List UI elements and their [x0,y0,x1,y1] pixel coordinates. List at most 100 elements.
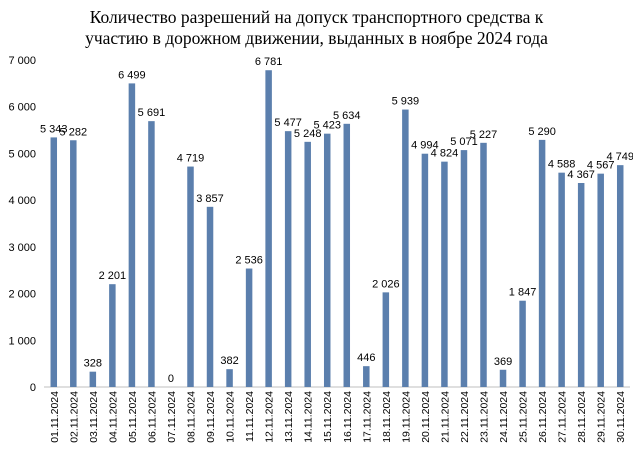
x-tick-label: 02.11.2024 [68,391,80,443]
x-tick-label: 22.11.2024 [459,391,471,443]
data-label: 5 477 [274,117,302,129]
bar [89,371,97,387]
x-tick-label: 01.11.2024 [49,391,61,443]
x-tick-label: 20.11.2024 [420,391,432,443]
data-label: 5 227 [470,129,498,141]
y-tick-label: 1 000 [8,335,36,347]
data-label: 2 026 [372,278,400,290]
bar [597,173,604,387]
data-label: 4 588 [548,159,576,171]
bar [577,183,585,387]
bar [304,141,311,387]
bar [558,172,565,387]
bar [538,139,546,387]
data-label: 5 423 [313,120,341,132]
bar [245,268,253,387]
data-label: 5 343 [40,123,68,135]
y-tick-label: 2 000 [8,289,36,301]
data-label: 5 939 [392,96,420,108]
bar [519,300,526,387]
x-tick-label: 09.11.2024 [205,391,217,443]
bar [226,369,233,387]
bar [323,133,331,387]
bar [480,142,487,387]
bar [402,109,409,387]
x-tick-label: 24.11.2024 [498,391,510,443]
x-tick-label: 17.11.2024 [361,391,373,443]
data-label: 3 857 [196,193,224,205]
x-tick-label: 12.11.2024 [264,391,276,443]
y-tick-label: 6 000 [8,102,36,114]
y-tick-label: 5 000 [8,148,36,160]
chart-title: Количество разрешений на допуск транспор… [0,7,633,49]
data-label: 2 201 [99,270,127,282]
bar [460,150,468,387]
y-tick-label: 3 000 [8,242,36,254]
bar [363,366,370,387]
bar [441,161,448,387]
x-tick-label: 28.11.2024 [576,391,588,443]
chart-title-line-2: участию в дорожном движении, выданных в … [85,28,548,48]
data-label: 2 536 [235,255,263,267]
data-label: 1 847 [509,287,537,299]
data-label: 4 749 [606,151,633,163]
data-label: 5 071 [450,136,478,148]
x-tick-label: 29.11.2024 [596,391,608,443]
bar [616,165,624,387]
data-label: 5 282 [60,126,88,138]
x-tick-label: 23.11.2024 [479,391,491,443]
x-tick-label: 16.11.2024 [342,391,354,443]
bar [499,369,507,387]
x-tick-label: 26.11.2024 [537,391,549,443]
y-tick-label: 7 000 [8,55,36,67]
x-tick-label: 05.11.2024 [127,391,139,443]
x-tick-label: 06.11.2024 [146,391,158,443]
bar [284,131,292,387]
bars [50,70,624,388]
x-tick-label: 10.11.2024 [225,391,237,443]
bar [50,137,58,387]
bar [148,121,155,388]
bar [70,140,77,387]
x-tick-label: 03.11.2024 [88,391,100,443]
bar [343,123,351,387]
x-tick-label: 18.11.2024 [381,391,393,443]
x-tick-label: 21.11.2024 [439,391,451,443]
x-tick-label: 27.11.2024 [557,391,569,443]
x-tick-label: 11.11.2024 [244,391,256,442]
bar [206,206,214,387]
data-label: 4 994 [411,140,439,152]
y-tick-label: 0 [30,382,36,394]
data-label: 5 634 [333,110,361,122]
data-label: 4 719 [177,153,205,165]
data-label: 369 [494,356,512,368]
bar [382,292,390,387]
x-tick-label: 08.11.2024 [186,391,198,443]
x-tick-label: 04.11.2024 [107,391,119,443]
bar [128,83,136,388]
data-label: 328 [84,358,102,370]
data-label: 0 [168,373,174,385]
data-label: 382 [220,355,238,367]
x-tick-label: 30.11.2024 [615,391,627,443]
chart-title-line-1: Количество разрешений на допуск транспор… [89,7,544,27]
y-tick-label: 4 000 [8,195,36,207]
data-label: 5 290 [528,126,556,138]
data-label: 4 567 [587,160,615,172]
data-label: 5 691 [138,107,166,119]
y-axis-tick-labels: 0 1 000 2 000 3 000 4 000 5 000 6 000 7 000 [8,55,36,394]
x-tick-label: 19.11.2024 [400,391,412,443]
data-label: 4 367 [567,169,595,181]
x-tick-label: 13.11.2024 [283,391,295,443]
x-axis-tick-labels: 01.11.2024 02.11.2024 03.11.2024 04.11.2024… [49,391,627,443]
bar [421,153,429,387]
data-label: 6 499 [118,69,146,81]
x-tick-label: 14.11.2024 [303,391,315,443]
x-tick-label: 07.11.2024 [166,391,178,443]
bar [109,284,116,387]
bar [265,70,272,387]
data-label: 4 824 [431,148,459,160]
data-label: 5 248 [294,128,322,140]
